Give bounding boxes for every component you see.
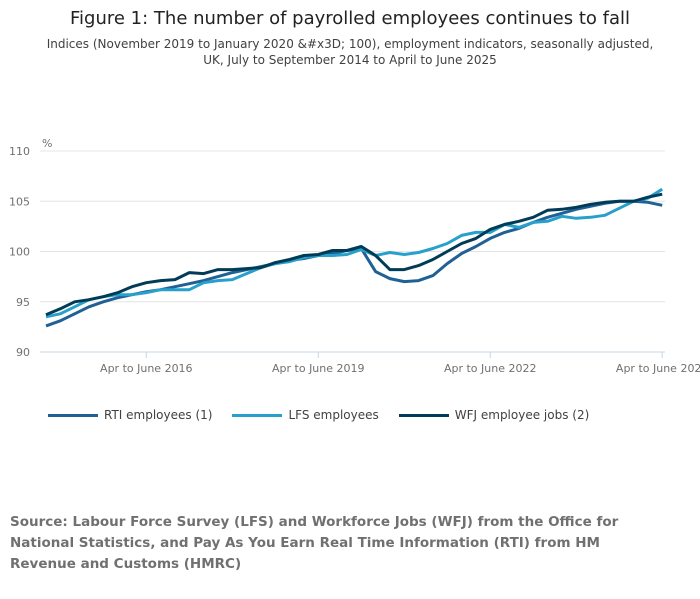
legend-item-rti[interactable]: RTI employees (1) [48, 408, 212, 422]
series-line-lfs [45, 187, 663, 319]
chart-subtitle: Indices (November 2019 to January 2020 &… [46, 37, 654, 67]
y-tick-label: 105 [9, 195, 30, 208]
legend-swatch [48, 413, 98, 417]
legend-swatch [398, 413, 449, 417]
series-line-wfj [45, 192, 663, 317]
y-tick-label: 110 [9, 145, 30, 158]
x-tick-label: Apr to June 2016 [100, 362, 193, 375]
line-chart: % 90 95 100 105 110 Apr to June 2016 Apr to Ju… [9, 137, 700, 375]
x-tick-label: Apr to June 2025 [616, 362, 700, 375]
legend: RTI employees (1) LFS employees WFJ empl… [48, 408, 589, 422]
legend-swatch [232, 413, 283, 417]
x-tick-label: Apr to June 2022 [444, 362, 537, 375]
chart-title: Figure 1: The number of payrolled employ… [70, 8, 630, 29]
legend-label: WFJ employee jobs (2) [454, 408, 590, 422]
source-note: Source: Labour Force Survey (LFS) and Wo… [10, 514, 619, 572]
y-tick-label: 90 [16, 346, 30, 359]
series-line-rti [45, 199, 663, 328]
y-axis-label: % [42, 137, 52, 150]
x-tick-label: Apr to June 2019 [272, 362, 365, 375]
legend-item-lfs[interactable]: LFS employees [232, 408, 379, 422]
y-tick-label: 95 [16, 296, 30, 309]
legend-label: LFS employees [288, 408, 379, 422]
legend-item-wfj[interactable]: WFJ employee jobs (2) [398, 408, 590, 422]
legend-label: RTI employees (1) [104, 408, 213, 422]
y-tick-label: 100 [9, 246, 30, 259]
